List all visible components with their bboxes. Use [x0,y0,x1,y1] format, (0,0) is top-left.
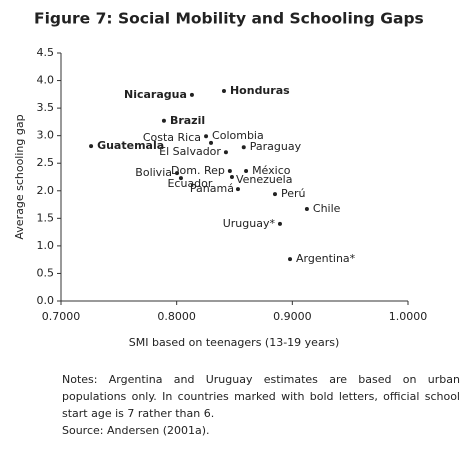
point [223,150,228,155]
point [204,134,209,139]
point-label: Panamá [190,182,234,195]
point-label: México [252,164,291,177]
point [89,144,94,149]
y-tick-label: 2.0 [37,184,55,197]
point-label: Dom. Rep [171,164,225,177]
point-label: Chile [313,202,341,215]
point-label: Bolivia [135,166,172,179]
point [161,118,166,123]
point-label: Paraguay [250,140,302,153]
point-label: Argentina* [296,252,356,265]
point [235,187,240,192]
x-axis-label: SMI based on teenagers (13-19 years) [129,336,340,349]
y-tick-label: 2.5 [37,156,55,169]
point [288,257,293,262]
point-label: Venezuela [236,173,292,186]
y-axis-label: Average schooling gap [13,114,26,239]
point [221,89,226,94]
notes: Notes: Argentina and Uruguay estimates a… [62,371,460,439]
point-label: Guatemala [97,139,164,152]
point-label: Costa Rica [143,131,201,144]
point-label: Uruguay* [223,217,276,230]
point [304,206,309,211]
y-tick-label: 1.5 [37,211,55,224]
point [244,168,249,173]
notes-text: Notes: Argentina and Uruguay estimates a… [62,373,460,420]
point [241,145,246,150]
y-tick-label: 3.0 [37,129,55,142]
point-label: Perú [281,187,306,200]
chart: Figure 7: Social Mobility and Schooling … [13,10,428,350]
point-label: El Salvador [159,145,221,158]
y-tick-label: 4.5 [37,46,55,59]
y-tick-label: 3.5 [37,101,55,114]
source: Source: Andersen (2001a). [62,424,210,437]
point-label: Nicaragua [124,88,187,101]
point [175,171,180,176]
point [189,92,194,97]
x-tick-label: 0.8000 [157,310,196,323]
x-tick-label: 0.7000 [42,310,81,323]
y-tick-label: 0.0 [37,294,55,307]
y-tick-label: 1.0 [37,239,55,252]
point-label: Colombia [212,129,264,142]
chart-title: Figure 7: Social Mobility and Schooling … [34,10,424,28]
point-label: Brazil [170,114,205,127]
y-tick-label: 0.5 [37,266,55,279]
point [227,168,232,173]
point [209,140,214,145]
point [277,221,282,226]
point-label: Honduras [230,84,290,97]
y-tick-label: 4.0 [37,74,55,87]
point [178,176,183,181]
point-label: Ecuador [167,177,212,190]
x-tick-label: 0.9000 [273,310,312,323]
x-tick-label: 1.0000 [389,310,428,323]
point [272,192,277,197]
point [229,175,234,179]
